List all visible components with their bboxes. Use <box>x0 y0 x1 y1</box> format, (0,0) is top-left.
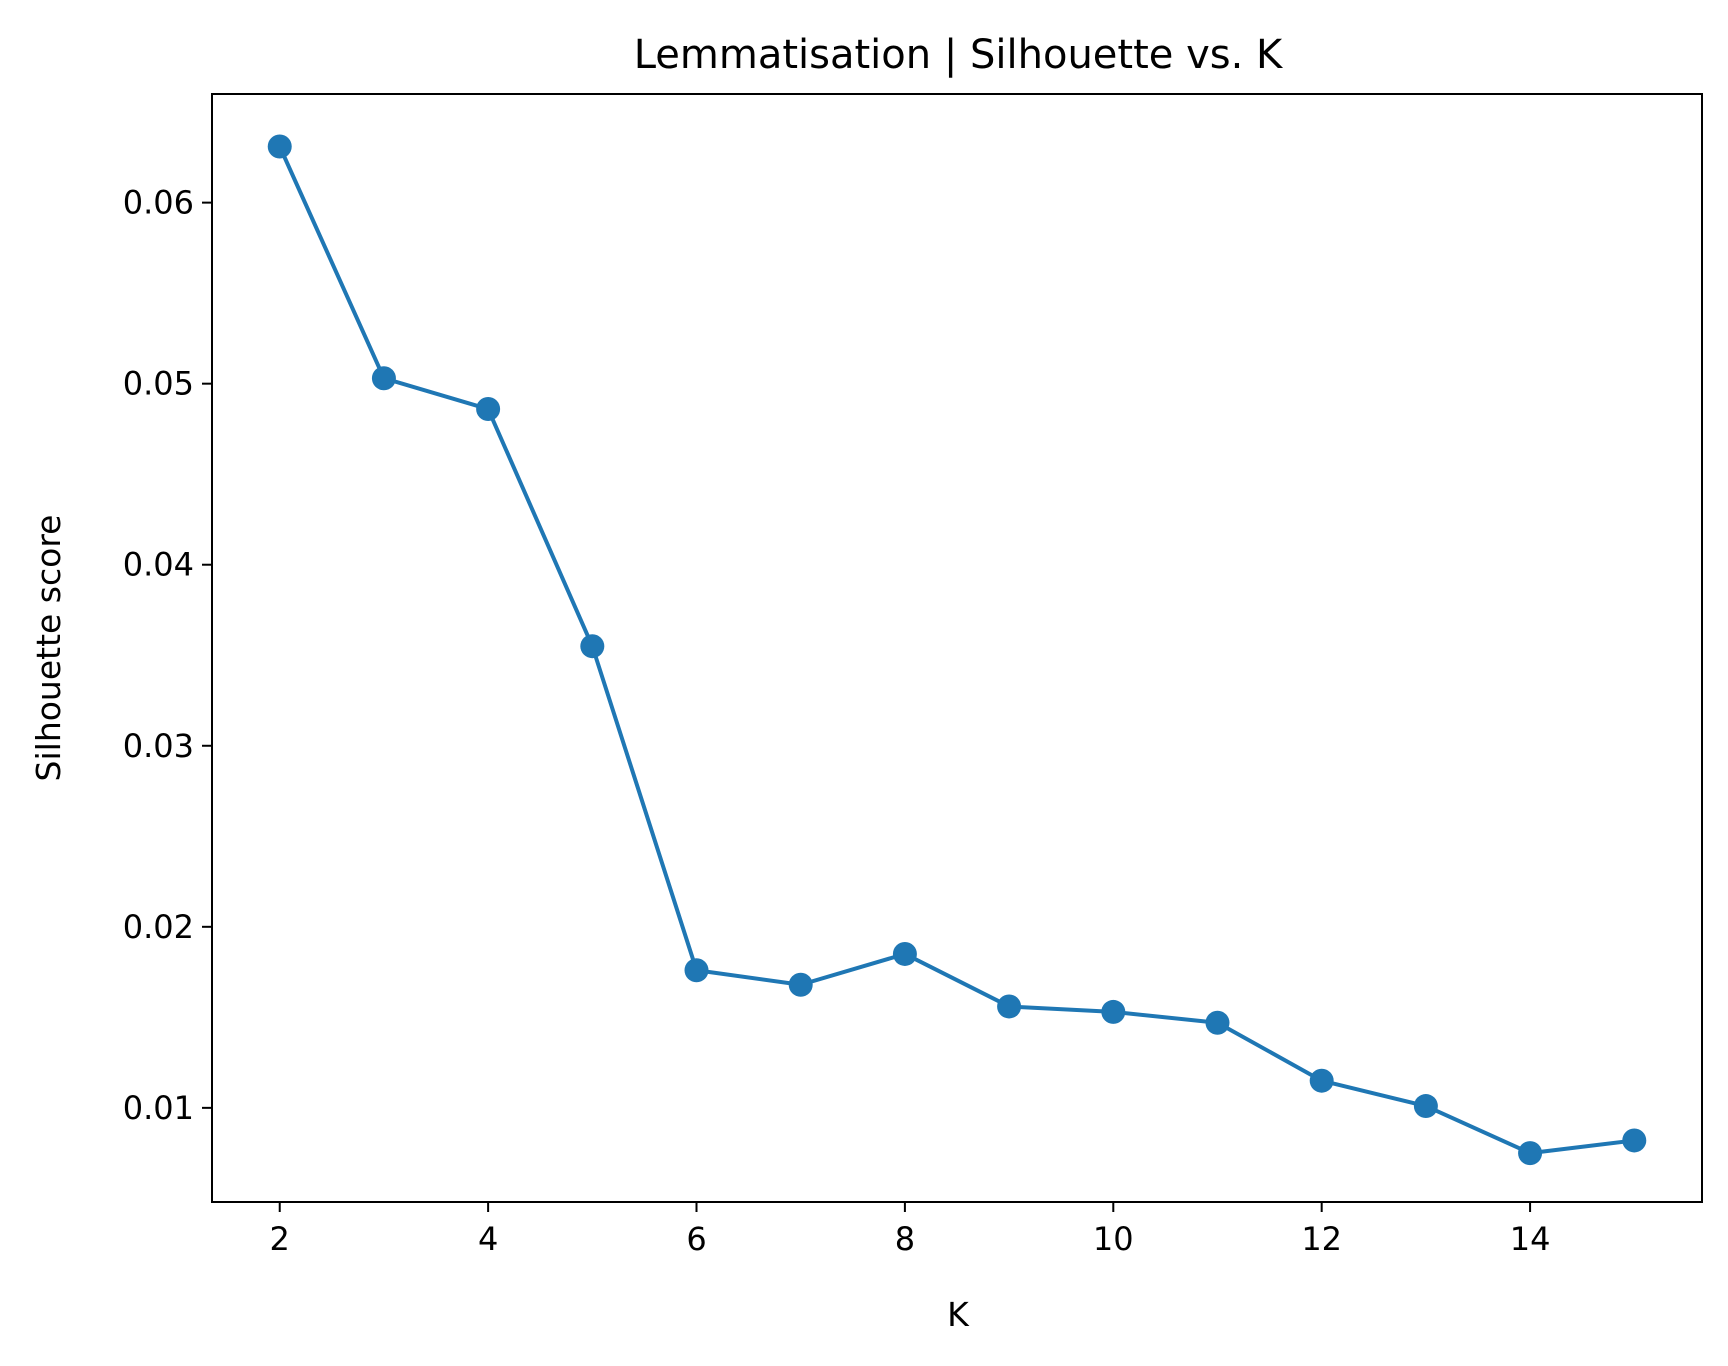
plot-area <box>267 134 1647 1166</box>
y-tick-label: 0.05 <box>123 365 194 403</box>
series-line <box>277 144 1637 1156</box>
x-axis-label: K <box>947 1295 970 1334</box>
data-point <box>371 366 396 391</box>
x-tick-label: 12 <box>1301 1220 1342 1258</box>
x-tick-label: 8 <box>895 1220 915 1258</box>
y-tick-label: 0.03 <box>123 727 194 765</box>
x-tick-label: 6 <box>686 1220 706 1258</box>
data-point <box>476 397 501 422</box>
data-point <box>1309 1068 1334 1093</box>
data-point <box>1518 1141 1543 1166</box>
x-tick-label: 2 <box>270 1220 290 1258</box>
data-point <box>788 972 813 997</box>
data-point <box>267 134 292 159</box>
x-tick-label: 10 <box>1093 1220 1134 1258</box>
data-point <box>1101 999 1126 1024</box>
data-point <box>684 958 709 983</box>
data-point <box>580 634 605 659</box>
y-tick-label: 0.01 <box>123 1089 194 1127</box>
chart-title: Lemmatisation | Silhouette vs. K <box>634 32 1284 78</box>
x-tick-label: 14 <box>1510 1220 1551 1258</box>
x-tick-label: 4 <box>478 1220 498 1258</box>
data-point <box>1622 1128 1647 1153</box>
y-axis-label: Silhouette score <box>29 515 68 782</box>
y-tick-label: 0.06 <box>123 184 194 222</box>
data-point <box>892 941 917 966</box>
data-point <box>997 994 1022 1019</box>
y-tick-label: 0.04 <box>123 546 194 584</box>
plot-frame <box>211 93 1703 1203</box>
y-tick-label: 0.02 <box>123 908 194 946</box>
data-point <box>1205 1010 1230 1035</box>
data-point <box>1413 1094 1438 1119</box>
